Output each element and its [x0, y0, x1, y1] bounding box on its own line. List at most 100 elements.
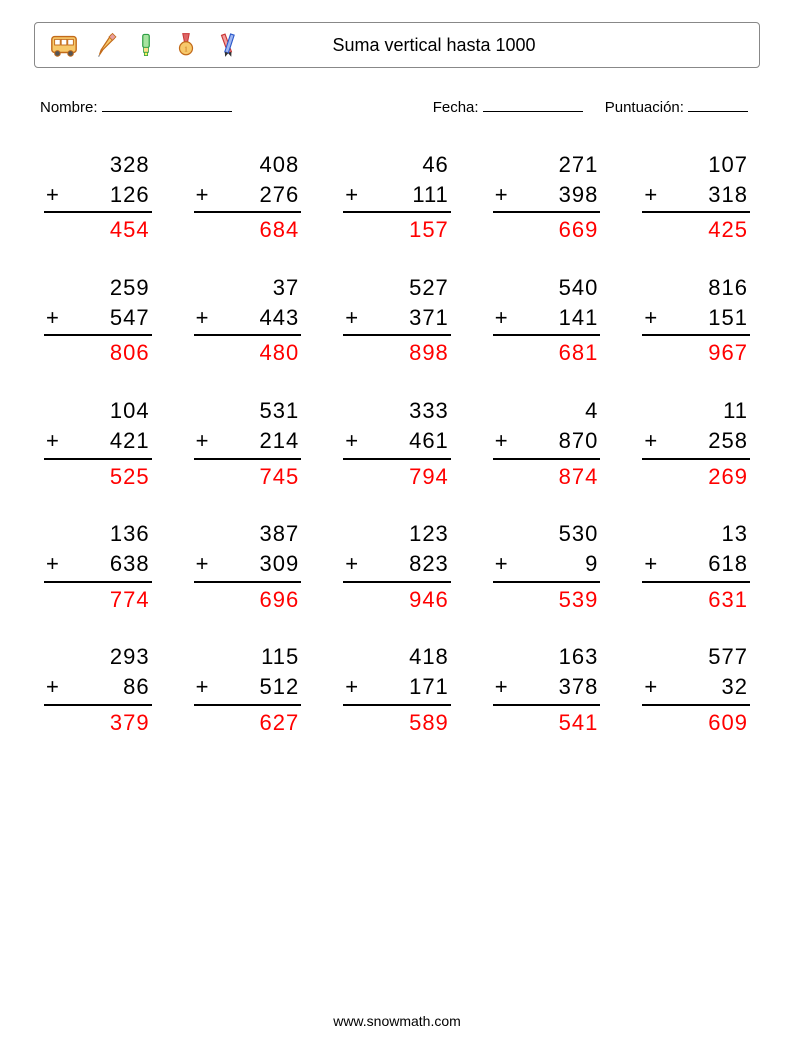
plus-sign: + [642, 180, 658, 210]
footer-link[interactable]: www.snowmath.com [0, 1013, 794, 1029]
answer: 589 [343, 706, 451, 738]
addend-b: 126 [110, 182, 150, 207]
problem: 540+141681 [493, 273, 601, 368]
addend-b-row: +638 [44, 549, 152, 583]
addend-b: 547 [110, 305, 150, 330]
addend-b: 141 [559, 305, 599, 330]
addend-a: 408 [194, 150, 302, 180]
problem: 271+398669 [493, 150, 601, 245]
addend-b-row: +151 [642, 303, 750, 337]
addend-b-row: +276 [194, 180, 302, 214]
addend-b: 32 [708, 674, 748, 699]
answer: 454 [44, 213, 152, 245]
addend-a: 163 [493, 642, 601, 672]
problem-grid: 328+126454408+27668446+111157271+3986691… [34, 150, 760, 737]
addend-b: 214 [259, 428, 299, 453]
score-blank[interactable] [688, 96, 748, 112]
answer: 696 [194, 583, 302, 615]
date-blank[interactable] [483, 96, 583, 112]
plus-sign: + [493, 426, 509, 456]
addend-b-row: +618 [642, 549, 750, 583]
problem: 115+512627 [194, 642, 302, 737]
answer: 379 [44, 706, 152, 738]
pencil-icon [93, 30, 119, 60]
plus-sign: + [194, 549, 210, 579]
problem: 163+378541 [493, 642, 601, 737]
addend-a: 46 [343, 150, 451, 180]
answer: 157 [343, 213, 451, 245]
highlighter-icon [133, 30, 159, 60]
name-field: Nombre: [40, 96, 433, 116]
icon-strip: 1 [49, 30, 243, 60]
plus-sign: + [44, 426, 60, 456]
problem: 387+309696 [194, 519, 302, 614]
addend-b-row: + 32 [642, 672, 750, 706]
addend-b-row: +398 [493, 180, 601, 214]
addend-b: 461 [409, 428, 449, 453]
addend-a: 328 [44, 150, 152, 180]
addend-a: 37 [194, 273, 302, 303]
problem: 530+ 9539 [493, 519, 601, 614]
problem: 333+461 794 [343, 396, 451, 491]
answer: 681 [493, 336, 601, 368]
problem: 577+ 32609 [642, 642, 750, 737]
addend-b: 823 [409, 551, 449, 576]
answer: 946 [343, 583, 451, 615]
addend-b-row: +512 [194, 672, 302, 706]
addend-a: 11 [642, 396, 750, 426]
problem: 37+443480 [194, 273, 302, 368]
answer: 425 [642, 213, 750, 245]
plus-sign: + [642, 303, 658, 333]
addend-b-row: + 9 [493, 549, 601, 583]
date-field: Fecha: [433, 96, 583, 116]
answer: 627 [194, 706, 302, 738]
addend-a: 527 [343, 273, 451, 303]
problem: 107+318425 [642, 150, 750, 245]
answer: 669 [493, 213, 601, 245]
addend-a: 333 [343, 396, 451, 426]
problem: 408+276684 [194, 150, 302, 245]
addend-b: 86 [110, 674, 150, 699]
problem: 328+126 454 [44, 150, 152, 245]
problem: 418+171589 [343, 642, 451, 737]
addend-a: 259 [44, 273, 152, 303]
meta-row: Nombre: Fecha: Puntuación: [34, 96, 760, 116]
addend-b: 309 [259, 551, 299, 576]
addend-b-row: +309 [194, 549, 302, 583]
plus-sign: + [44, 303, 60, 333]
addend-b-row: +258 [642, 426, 750, 460]
addend-a: 387 [194, 519, 302, 549]
addend-a: 123 [343, 519, 451, 549]
problem: 816+151967 [642, 273, 750, 368]
plus-sign: + [194, 672, 210, 702]
plus-sign: + [493, 549, 509, 579]
problem: 13+618631 [642, 519, 750, 614]
answer: 794 [343, 460, 451, 492]
medal-icon: 1 [173, 30, 199, 60]
problem: 293+ 86379 [44, 642, 152, 737]
name-blank[interactable] [102, 96, 232, 112]
addend-b: 398 [559, 182, 599, 207]
answer: 609 [642, 706, 750, 738]
plus-sign: + [343, 303, 359, 333]
addend-b-row: +371 [343, 303, 451, 337]
problem: 11+258269 [642, 396, 750, 491]
answer: 480 [194, 336, 302, 368]
plus-sign: + [343, 426, 359, 456]
addend-b: 870 [559, 428, 599, 453]
problem: 123+823946 [343, 519, 451, 614]
plus-sign: + [343, 672, 359, 702]
answer: 774 [44, 583, 152, 615]
answer: 541 [493, 706, 601, 738]
plus-sign: + [343, 180, 359, 210]
addend-a: 531 [194, 396, 302, 426]
addend-b: 371 [409, 305, 449, 330]
addend-b: 9 [559, 551, 599, 576]
plus-sign: + [642, 672, 658, 702]
addend-b: 378 [559, 674, 599, 699]
plus-sign: + [44, 180, 60, 210]
problem: 46+111157 [343, 150, 451, 245]
problem: 531+214745 [194, 396, 302, 491]
addend-a: 530 [493, 519, 601, 549]
addend-a: 104 [44, 396, 152, 426]
